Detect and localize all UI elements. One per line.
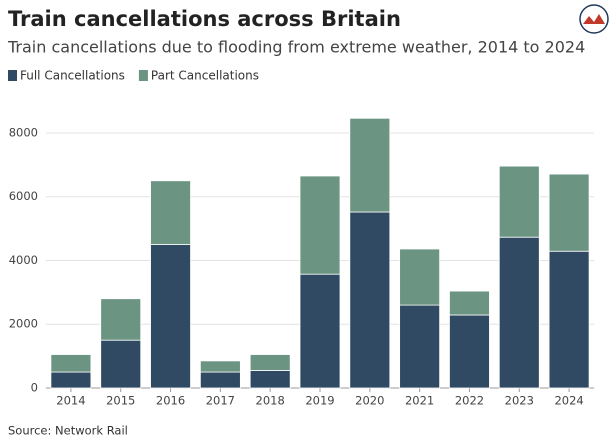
- bar-segment: [349, 211, 391, 389]
- source: Source: Network Rail: [8, 424, 128, 438]
- bar-segment: [399, 248, 441, 306]
- bar-segment: [349, 117, 391, 213]
- x-tick-label: 2021: [405, 394, 434, 408]
- logo: [579, 4, 609, 34]
- chart-title: Train cancellations across Britain: [8, 7, 401, 31]
- x-tick-label: 2017: [206, 394, 235, 408]
- bar-segment: [498, 236, 540, 389]
- y-tick-label: 0: [31, 381, 38, 395]
- y-tick-label: 4000: [9, 253, 38, 267]
- x-tick-label: 2024: [554, 394, 583, 408]
- x-tick-label: 2020: [355, 394, 384, 408]
- bar-segment: [399, 304, 441, 389]
- bar-segment: [249, 354, 291, 371]
- bar-segment: [100, 339, 142, 389]
- bar-segment: [498, 165, 540, 238]
- x-tick-label: 2022: [455, 394, 484, 408]
- bar-segment: [100, 298, 142, 341]
- bar-segment: [150, 180, 191, 245]
- bar-segment: [548, 250, 590, 389]
- x-tick-label: 2016: [156, 394, 185, 408]
- bar-segment: [548, 173, 590, 252]
- y-tick-label: 8000: [9, 125, 38, 139]
- bar-segment: [199, 360, 241, 373]
- legend-swatch: [8, 70, 17, 81]
- x-tick-label: 2015: [106, 394, 135, 408]
- bar-segment: [449, 290, 490, 316]
- y-tick-label: 6000: [9, 189, 38, 203]
- bar-segment: [50, 354, 92, 373]
- legend-swatch: [138, 70, 148, 81]
- bar-segment: [199, 371, 241, 389]
- bar-segment: [150, 244, 191, 389]
- bar-segment: [50, 371, 92, 389]
- legend-label: Part Cancellations: [151, 69, 259, 83]
- x-tick-label: 2023: [505, 394, 534, 408]
- x-tick-label: 2019: [305, 394, 334, 408]
- y-tick-label: 2000: [9, 317, 38, 331]
- x-tick-label: 2018: [256, 394, 285, 408]
- bar-segment: [299, 273, 341, 389]
- bar-segment: [249, 370, 291, 389]
- bar-segment: [299, 175, 341, 275]
- x-tick-label: 2014: [56, 394, 85, 408]
- chart-subtitle: Train cancellations due to flooding from…: [7, 38, 585, 57]
- bar-segment: [449, 314, 490, 389]
- legend-label: Full Cancellations: [20, 69, 125, 83]
